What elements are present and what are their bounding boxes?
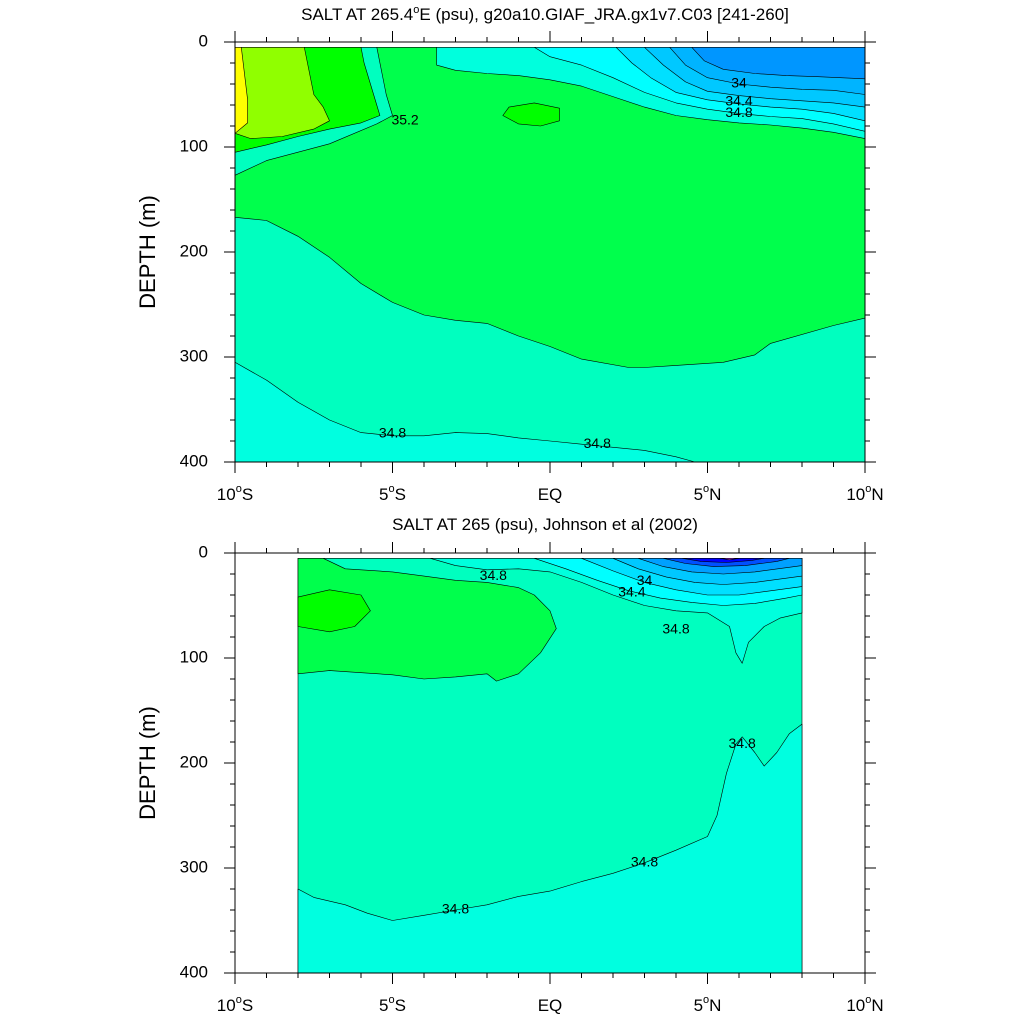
x-tick-hemisphere: S <box>395 996 406 1015</box>
x-tick-label: EQ <box>538 485 563 504</box>
x-tick-hemisphere: N <box>871 996 883 1015</box>
x-tick-degree: o <box>389 994 395 1006</box>
x-tick-num: 5 <box>379 485 388 504</box>
y-tick-label: 200 <box>180 752 208 771</box>
contour-fills <box>234 46 866 463</box>
chart-title: SALT AT 265.4oE (psu), g20a10.GIAF_JRA.g… <box>301 4 789 24</box>
x-tick-label: 5oN <box>694 483 722 504</box>
x-tick-label: EQ <box>538 996 563 1015</box>
x-tick-hemisphere: N <box>709 996 721 1015</box>
contour-region <box>719 557 740 561</box>
x-tick-num: EQ <box>538 485 563 504</box>
contour-region <box>234 46 330 139</box>
contour-label: 34.8 <box>442 901 469 917</box>
contour-region <box>681 557 765 563</box>
y-tick-label: 400 <box>180 451 208 470</box>
x-tick-label: 10oS <box>217 994 253 1015</box>
x-axis: 10oS 5oS EQ 5oN 10oN <box>217 542 884 1015</box>
contour-label: 34.8 <box>584 435 611 451</box>
y-tick-label: 200 <box>180 241 208 260</box>
contour-region <box>502 102 560 127</box>
title-text-rest: E (psu), g20a10.GIAF_JRA.gx1v7.C03 [241-… <box>419 5 788 24</box>
contour-label: 34.4 <box>725 93 752 109</box>
contour-label: 34.8 <box>631 853 658 869</box>
x-tick-hemisphere: N <box>871 485 883 504</box>
title-text: SALT AT 265 (psu), Johnson et al (2002) <box>392 515 698 534</box>
x-tick-label: 5oS <box>379 994 406 1015</box>
x-tick-hemisphere: N <box>709 485 721 504</box>
y-tick-label: 300 <box>180 346 208 365</box>
x-tick-degree: o <box>236 994 242 1006</box>
x-tick-num: EQ <box>538 996 563 1015</box>
contour-label: 34.8 <box>729 735 756 751</box>
y-tick-label: 300 <box>180 857 208 876</box>
contour-region <box>297 557 557 682</box>
title-degree: o <box>413 4 419 16</box>
x-tick-num: 10 <box>217 485 236 504</box>
x-tick-label: 10oS <box>217 483 253 504</box>
x-axis: 10oS 5oS EQ 5oN 10oN <box>217 31 884 504</box>
x-tick-label: 5oS <box>379 483 406 504</box>
contour-label: 34 <box>637 572 653 588</box>
x-tick-num: 10 <box>846 485 865 504</box>
contour-region <box>297 723 803 974</box>
y-axis: 0 100 200 300 400 <box>180 31 876 470</box>
x-tick-label: 5oN <box>694 994 722 1015</box>
x-tick-degree: o <box>865 483 871 495</box>
x-tick-num: 10 <box>217 996 236 1015</box>
y-tick-label: 400 <box>180 962 208 981</box>
x-tick-hemisphere: S <box>395 485 406 504</box>
y-tick-label: 0 <box>199 31 208 50</box>
contour-label: 35.2 <box>391 111 418 127</box>
contour-region <box>297 589 371 633</box>
y-tick-label: 100 <box>180 647 208 666</box>
contour-fills <box>297 557 803 974</box>
y-axis-label: DEPTH (m) <box>135 706 160 820</box>
x-tick-degree: o <box>389 483 395 495</box>
contour-label: 34.8 <box>662 620 689 636</box>
x-tick-hemisphere: S <box>242 996 253 1015</box>
x-tick-hemisphere: S <box>242 485 253 504</box>
contour-label: 34.8 <box>480 567 507 583</box>
x-tick-num: 5 <box>694 996 703 1015</box>
x-tick-degree: o <box>865 994 871 1006</box>
contour-label: 34.4 <box>618 584 645 600</box>
title-text: SALT AT 265.4 <box>301 5 413 24</box>
x-tick-degree: o <box>236 483 242 495</box>
contour-label: 34 <box>731 75 747 91</box>
x-tick-degree: o <box>703 994 709 1006</box>
contour-region <box>234 361 696 463</box>
x-tick-num: 5 <box>379 996 388 1015</box>
x-tick-label: 10oN <box>846 994 883 1015</box>
x-tick-label: 10oN <box>846 483 883 504</box>
contour-label: 34.8 <box>725 104 752 120</box>
y-tick-label: 0 <box>199 542 208 561</box>
x-tick-degree: o <box>703 483 709 495</box>
y-axis: 0 100 200 300 400 <box>180 542 876 981</box>
y-axis-label: DEPTH (m) <box>135 195 160 309</box>
contour-label: 34.8 <box>379 424 406 440</box>
contour-region <box>234 46 866 368</box>
x-tick-num: 10 <box>846 996 865 1015</box>
chart-title: SALT AT 265 (psu), Johnson et al (2002) <box>392 515 698 534</box>
x-tick-num: 5 <box>694 485 703 504</box>
y-tick-label: 100 <box>180 136 208 155</box>
